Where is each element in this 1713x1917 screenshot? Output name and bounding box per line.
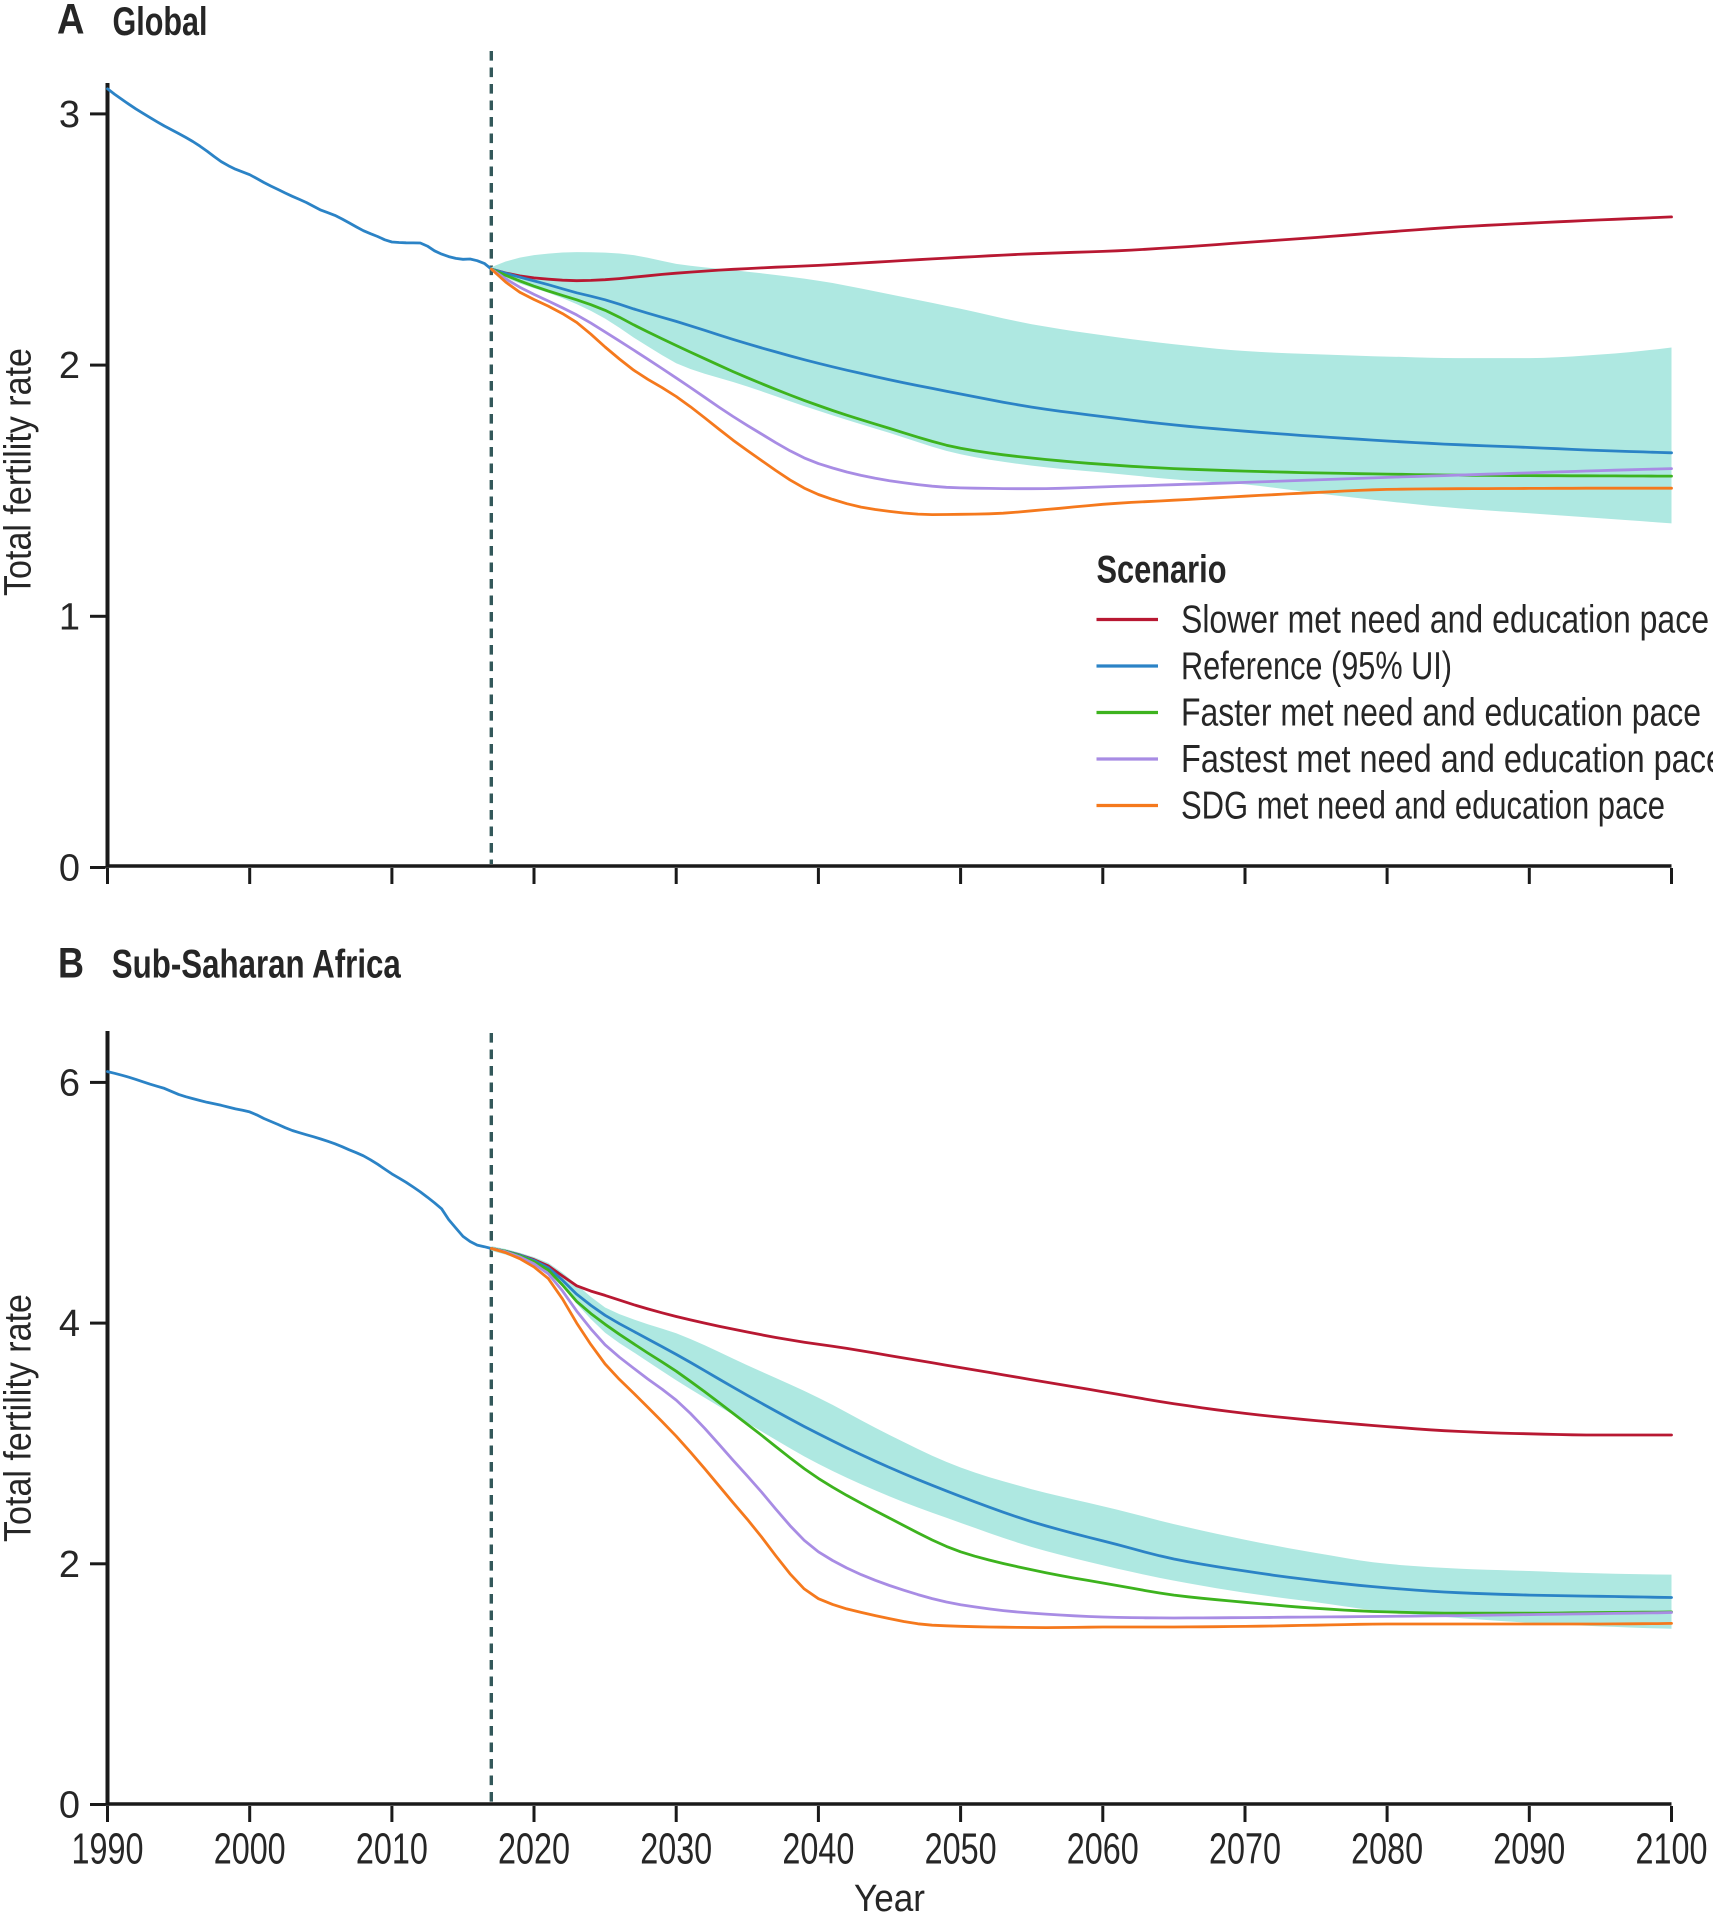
svg-text:A: A — [57, 0, 85, 44]
svg-text:2060: 2060 — [1067, 1825, 1139, 1874]
svg-text:2: 2 — [59, 345, 80, 387]
svg-text:2070: 2070 — [1209, 1825, 1281, 1874]
svg-text:0: 0 — [59, 1785, 80, 1827]
svg-text:3: 3 — [59, 94, 80, 136]
svg-text:Fastest met need and education: Fastest met need and education pace — [1181, 738, 1713, 781]
svg-text:2030: 2030 — [640, 1825, 712, 1874]
svg-text:1990: 1990 — [72, 1825, 144, 1874]
svg-text:2080: 2080 — [1351, 1825, 1423, 1874]
svg-text:B: B — [58, 940, 84, 988]
svg-text:Slower met need and education: Slower met need and education pace — [1181, 599, 1709, 642]
svg-text:0: 0 — [59, 848, 80, 890]
svg-text:Total fertility rate: Total fertility rate — [0, 348, 40, 596]
svg-text:Sub-Saharan Africa: Sub-Saharan Africa — [112, 943, 402, 987]
svg-text:2090: 2090 — [1493, 1825, 1565, 1874]
svg-text:6: 6 — [59, 1062, 80, 1104]
svg-text:2100: 2100 — [1636, 1825, 1708, 1874]
svg-text:Global: Global — [113, 0, 208, 44]
svg-text:2000: 2000 — [214, 1825, 286, 1874]
svg-text:4: 4 — [59, 1303, 80, 1345]
svg-text:2040: 2040 — [782, 1825, 854, 1874]
svg-text:2050: 2050 — [925, 1825, 997, 1874]
svg-text:2: 2 — [59, 1544, 80, 1586]
svg-text:Faster met need and education: Faster met need and education pace — [1181, 692, 1701, 735]
svg-text:Year: Year — [854, 1878, 925, 1917]
svg-text:2020: 2020 — [498, 1825, 570, 1874]
svg-text:1: 1 — [59, 596, 80, 638]
svg-text:SDG met need and education pac: SDG met need and education pace — [1181, 785, 1665, 828]
svg-text:2010: 2010 — [356, 1825, 428, 1874]
svg-text:Reference (95% UI): Reference (95% UI) — [1181, 645, 1452, 688]
svg-text:Scenario: Scenario — [1097, 549, 1227, 592]
svg-text:Total fertility rate: Total fertility rate — [0, 1294, 40, 1542]
